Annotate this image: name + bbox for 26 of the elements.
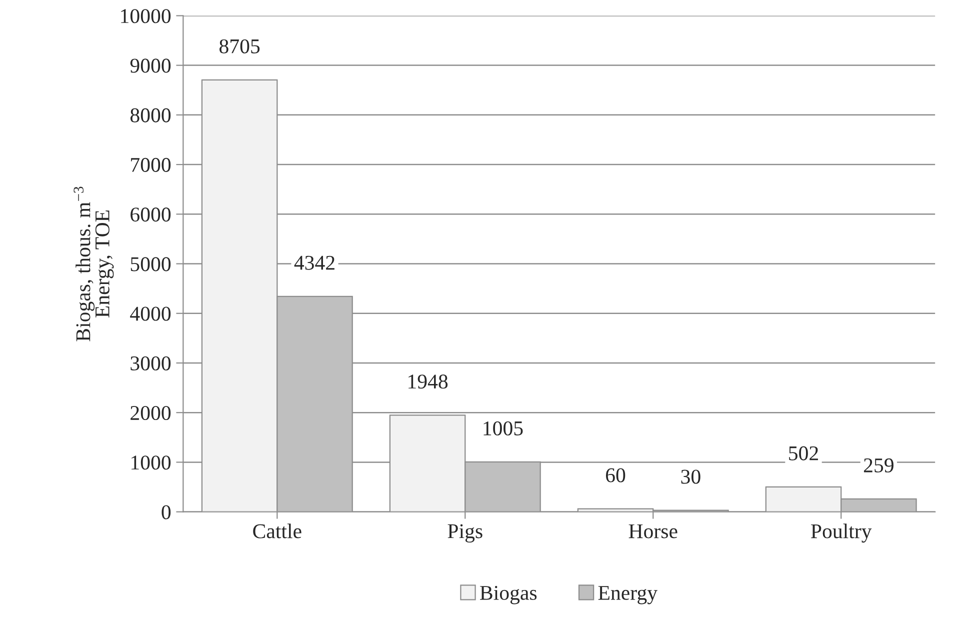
data-label: 30 [681, 470, 700, 484]
x-tick-label: Poultry [811, 524, 872, 543]
x-tick-label: Horse [628, 524, 678, 538]
data-label: 60 [606, 468, 626, 482]
data-label: 502 [789, 446, 818, 460]
y-tick-label: 10000 [121, 9, 171, 24]
y-tick-label: 5000 [130, 257, 171, 272]
data-label: 259 [864, 458, 894, 472]
data-label: 8705 [220, 39, 260, 54]
x-tick-label: Cattle [253, 524, 302, 538]
y-tick-label: 0 [162, 505, 171, 520]
y-tick-label: 8000 [130, 108, 171, 122]
x-tick-label: Pigs [448, 524, 482, 543]
legend-label: Energy [598, 586, 658, 604]
y-tick-label: 2000 [130, 406, 171, 420]
data-label: 1005 [484, 421, 523, 436]
data-label: 1948 [408, 374, 448, 389]
y-tick-label: 9000 [130, 58, 171, 73]
data-label: 4342 [294, 256, 334, 270]
y-axis-title: Biogas, thous. m$^{−3}$ Energy, TOE [74, 186, 114, 342]
y-tick-label: 3000 [130, 356, 171, 370]
y-tick-label: 1000 [132, 456, 171, 470]
y-tick-label: 4000 [130, 306, 171, 321]
y-tick-label: 7000 [131, 158, 171, 172]
y-tick-label: 6000 [130, 208, 171, 222]
legend-label: Biogas [480, 586, 537, 604]
